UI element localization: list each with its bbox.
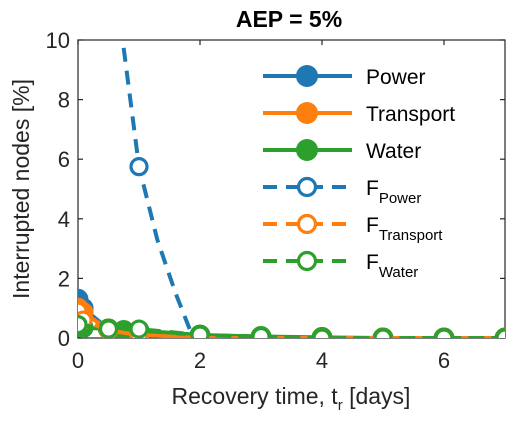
legend-label-f-transport: FTransport [366,214,443,244]
legend-marker-f-transport [296,213,318,235]
x-axis-label-sub: r [338,397,343,414]
series-line-f-transport [78,310,505,338]
data-point-f-water [129,319,149,338]
data-point-f-power [129,157,149,177]
y-tick-label: 10 [46,28,70,53]
series-layer [78,40,505,338]
legend-label-transport: Transport [366,103,455,126]
legend-label-water: Water [366,140,421,163]
legend-label-main: F [366,214,379,237]
legend-label-f-power: FPower [366,177,421,207]
y-tick-label: 4 [58,207,70,232]
y-tick-label: 6 [58,147,70,172]
legend-marker-f-power [296,176,318,198]
x-tick-label: 4 [316,348,328,373]
legend-marker-transport [296,102,318,124]
legend-label-main: F [366,251,379,274]
x-axis-label-unit: [days] [343,383,411,409]
x-axis-label: Recovery time, tr [days] [172,383,411,414]
series-line-f-power [120,40,505,338]
data-point-f-water [312,328,332,338]
x-tick-label: 0 [72,348,84,373]
legend-marker-power [296,65,318,87]
legend-label-main: Water [366,140,421,163]
y-axis-label: Interrupted nodes [%] [8,79,34,299]
data-point-f-water [495,328,505,338]
legend-label-sub: Transport [379,227,443,244]
legend-label-main: Transport [366,103,455,126]
y-tick-label: 2 [58,266,70,291]
data-point-f-water [434,328,454,338]
legend-label-f-water: FWater [366,251,418,281]
series-f-water [78,314,505,338]
legend-label-sub: Power [379,190,422,207]
data-point-f-water [190,325,210,338]
data-point-f-water [78,314,88,335]
data-point-f-water [251,326,271,338]
legend-marker-f-water [296,250,318,272]
data-point-f-water [373,328,393,338]
legend-label-power: Power [366,66,426,89]
legend-marker-water [296,139,318,161]
x-axis-label-main: Recovery time, t [172,383,339,409]
legend-label-main: F [366,177,379,200]
legend: PowerTransportWaterFPowerFTransportFWate… [263,65,455,281]
legend-label-sub: Water [379,264,418,281]
x-tick-label: 2 [194,348,206,373]
x-tick-label: 6 [438,348,450,373]
chart-title: AEP = 5% [236,6,342,32]
y-tick-label: 0 [58,326,70,351]
data-point-f-water [98,319,119,338]
y-tick-label: 8 [58,88,70,113]
legend-label-main: Power [366,66,426,89]
